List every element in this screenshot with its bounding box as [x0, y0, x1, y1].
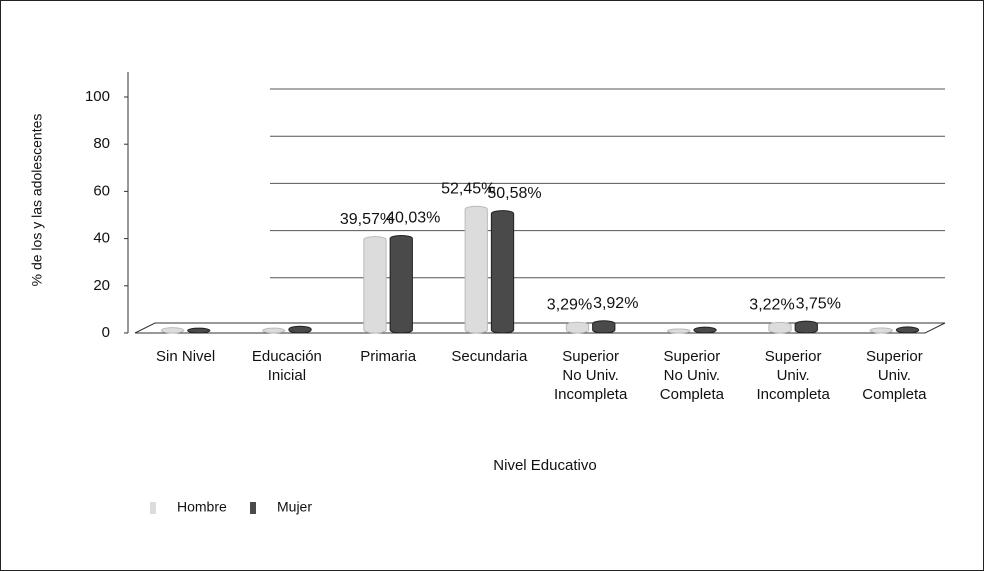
bar	[794, 320, 818, 334]
y-axis-title: % de los y las adolescentes	[29, 114, 45, 287]
x-tick-label: Superior Univ. Incompleta	[756, 348, 830, 403]
y-tick-label: 0	[102, 324, 110, 341]
data-label: 3,22%	[749, 297, 794, 314]
legend-swatch	[250, 502, 256, 514]
x-tick-label: Superior No Univ. Completa	[659, 348, 724, 403]
x-tick-label: Secundaria	[451, 348, 528, 365]
x-axis-title: Nivel Educativo	[493, 457, 596, 474]
legend-label: Hombre	[177, 499, 227, 515]
x-tick-label: Superior No Univ. Incompleta	[553, 348, 628, 403]
x-tick-label: Sin Nivel	[156, 348, 216, 365]
bar	[160, 327, 185, 334]
y-tick-label: 40	[93, 230, 110, 247]
bar	[768, 321, 792, 334]
data-label: 3,92%	[593, 295, 638, 312]
data-label: 40,03%	[386, 210, 440, 227]
x-tick-label: Superior Univ. Completa	[862, 348, 927, 403]
data-label: 3,75%	[796, 295, 841, 312]
bar	[869, 327, 893, 334]
legend-label: Mujer	[277, 499, 312, 515]
bar	[288, 325, 312, 334]
data-label: 52,45%	[441, 180, 495, 197]
data-label: 50,58%	[487, 185, 541, 202]
bar	[693, 326, 717, 334]
x-tick-label: Educación Inicial	[251, 348, 322, 384]
x-tick-label: Primaria	[360, 348, 417, 365]
bar	[667, 328, 691, 334]
y-tick-label: 80	[93, 135, 110, 152]
bar	[187, 327, 211, 334]
bar	[363, 236, 387, 334]
bar	[895, 326, 920, 334]
data-label: 3,29%	[547, 296, 592, 313]
bar	[592, 320, 616, 334]
bar	[262, 327, 286, 334]
y-tick-label: 100	[85, 88, 110, 105]
legend-swatch	[150, 502, 156, 514]
bar	[565, 321, 590, 334]
floor	[134, 322, 946, 334]
bar	[464, 205, 488, 334]
y-tick-label: 20	[93, 277, 110, 294]
data-label: 39,57%	[340, 211, 394, 228]
bar	[490, 210, 515, 334]
y-tick-label: 60	[93, 182, 110, 199]
bar	[389, 235, 413, 334]
